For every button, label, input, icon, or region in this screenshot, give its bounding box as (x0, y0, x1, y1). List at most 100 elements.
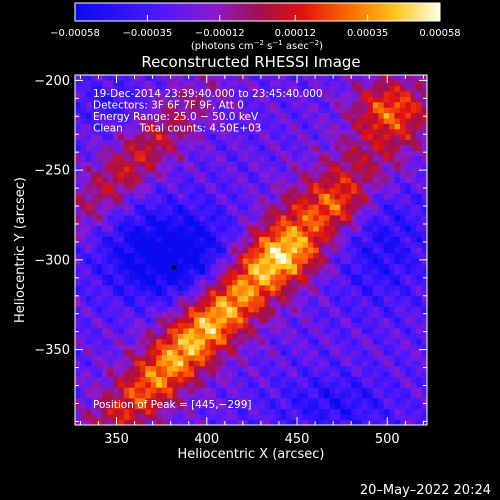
heatmap-cell (269, 387, 276, 394)
heatmap-cell (123, 91, 130, 97)
heatmap-cell (345, 123, 352, 130)
heatmap-cell (297, 101, 303, 108)
heatmap-cell (286, 408, 293, 415)
heatmap-cell (372, 258, 379, 264)
heatmap-cell (183, 112, 190, 119)
heatmap-cell (372, 381, 379, 388)
heatmap-cell (372, 75, 379, 81)
heatmap-cell (318, 225, 325, 232)
heatmap-cell (232, 139, 238, 146)
heatmap-cell (215, 290, 222, 297)
heatmap-cell (215, 182, 222, 189)
heatmap-cell (302, 387, 309, 394)
heatmap-cell (118, 317, 125, 324)
heatmap-cell (372, 134, 379, 141)
heatmap-cell (221, 365, 228, 372)
heatmap-cell (188, 193, 195, 200)
heatmap-cell (134, 285, 141, 291)
heatmap-cell (129, 285, 135, 291)
heatmap-cell (134, 317, 141, 324)
heatmap-cell (167, 188, 173, 194)
heatmap-cell (242, 333, 249, 340)
heatmap-cell (410, 236, 417, 243)
heatmap-cell (221, 150, 228, 157)
heatmap-cell (421, 295, 427, 302)
heatmap-cell (378, 268, 385, 275)
heatmap-cell (297, 75, 303, 81)
heatmap-cell (226, 231, 233, 237)
heatmap-cell (188, 123, 195, 130)
heatmap-cell (378, 387, 385, 394)
heatmap-cell (91, 306, 98, 313)
heatmap-cell (372, 311, 379, 318)
heatmap-cell (286, 236, 293, 243)
heatmap-cell (351, 182, 357, 189)
heatmap-cell (275, 85, 282, 92)
heatmap-cell (421, 171, 427, 178)
heatmap-cell (210, 268, 217, 275)
heatmap-cell (215, 128, 222, 135)
heatmap-cell (297, 371, 303, 377)
heatmap-cell (172, 290, 179, 297)
heatmap-cell (161, 360, 168, 367)
heatmap-cell (286, 161, 293, 167)
heatmap-cell (394, 166, 401, 173)
heatmap-cell (118, 166, 125, 173)
heatmap-cell (150, 371, 157, 377)
heatmap-cell (80, 285, 87, 291)
heatmap-cell (226, 171, 233, 178)
heatmap-cell (253, 177, 260, 184)
heatmap-cell (302, 376, 309, 383)
heatmap-cell (318, 155, 325, 162)
heatmap-cell (237, 403, 244, 410)
heatmap-cell (123, 279, 130, 286)
heatmap-cell (161, 285, 168, 291)
heatmap-cell (362, 279, 368, 286)
heatmap-cell (215, 311, 222, 318)
heatmap-cell (372, 295, 379, 302)
heatmap-cell (302, 161, 309, 167)
heatmap-cell (91, 91, 98, 97)
heatmap-cell (188, 91, 195, 97)
heatmap-cell (172, 419, 179, 425)
heatmap-cell (324, 365, 330, 372)
heatmap-cell (204, 376, 211, 383)
heatmap-cell (269, 204, 276, 211)
heatmap-cell (150, 263, 157, 270)
heatmap-cell (226, 392, 233, 399)
heatmap-cell (112, 338, 119, 345)
heatmap-cell (134, 338, 141, 345)
heatmap-cell (145, 252, 152, 259)
heatmap-cell (96, 182, 103, 189)
heatmap-cell (167, 392, 173, 399)
heatmap-cell (96, 408, 103, 415)
heatmap-cell (172, 387, 179, 394)
heatmap-cell (232, 381, 238, 388)
heatmap-cell (221, 381, 228, 388)
heatmap-cell (340, 75, 347, 81)
heatmap-cell (232, 96, 238, 103)
heatmap-cell (302, 419, 309, 425)
heatmap-cell (275, 376, 282, 383)
heatmap-cell (318, 177, 325, 184)
heatmap-cell (80, 274, 87, 281)
heatmap-cell (237, 387, 244, 394)
heatmap-cell (329, 182, 336, 189)
heatmap-cell (156, 419, 163, 425)
heatmap-cell (150, 236, 157, 243)
heatmap-cell (237, 112, 244, 119)
heatmap-cell (221, 198, 228, 205)
heatmap-cell (226, 150, 233, 157)
heatmap-cell (242, 387, 249, 394)
heatmap-cell (167, 139, 173, 146)
heatmap-cell (123, 311, 130, 318)
heatmap-cell (421, 306, 427, 313)
heatmap-cell (156, 236, 163, 243)
heatmap-cell (275, 177, 282, 184)
heatmap-cell (399, 387, 406, 394)
heatmap-cell (275, 279, 282, 286)
x-axis-label: Heliocentric X (arcsec) (178, 447, 325, 462)
heatmap-cell (253, 371, 260, 377)
heatmap-cell (194, 161, 200, 167)
heatmap-cell (259, 355, 265, 361)
